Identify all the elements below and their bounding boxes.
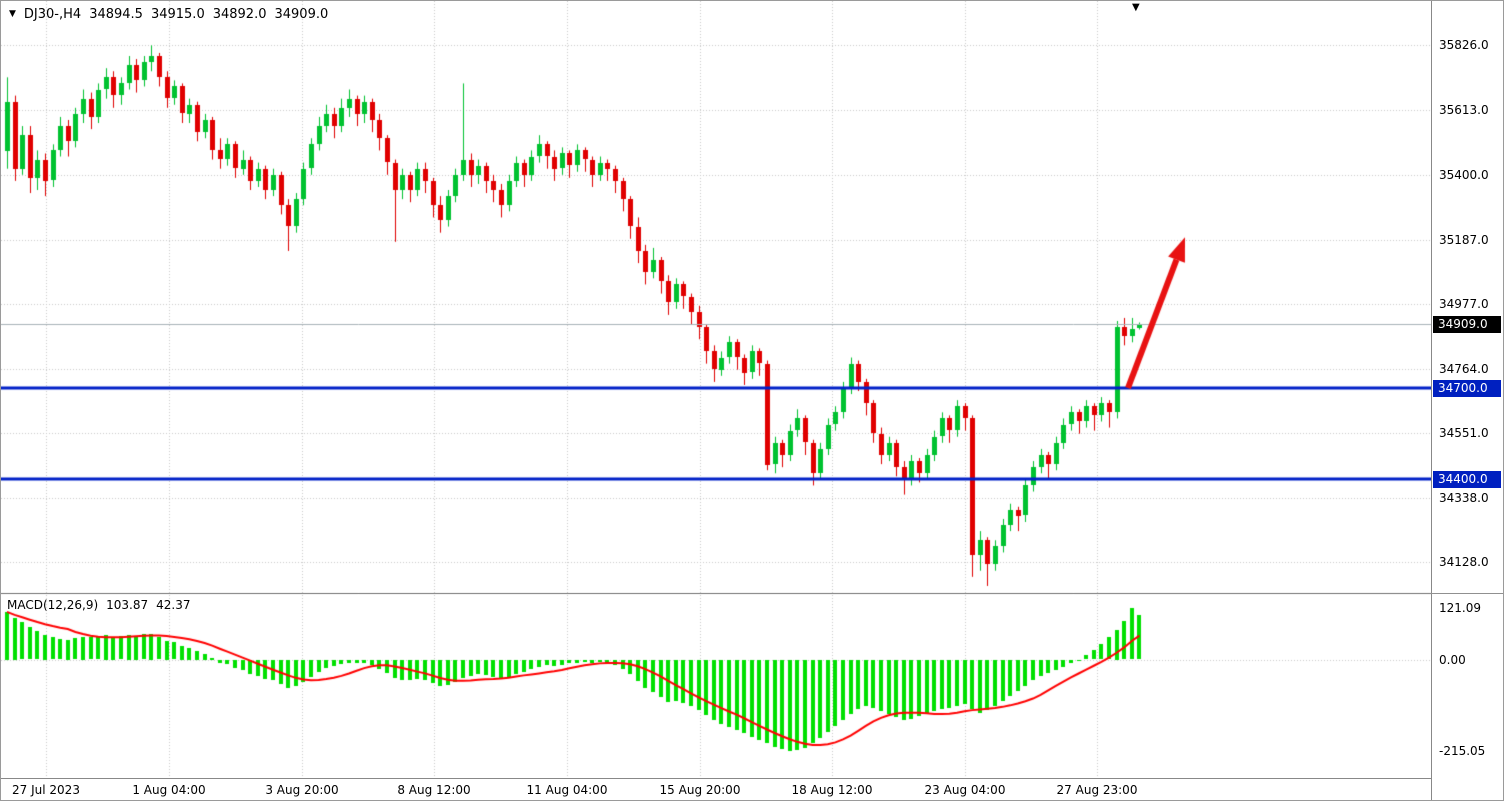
- macd-indicator-label: MACD(12,26,9) 103.87 42.37: [7, 598, 191, 612]
- macd-axis-label: -215.05: [1439, 743, 1486, 758]
- macd-title: MACD(12,26,9): [7, 598, 99, 612]
- price-axis[interactable]: 34909.0 34700.0 34400.0 35826.0 35613.0 35…: [1431, 1, 1503, 800]
- time-axis-label: 27 Jul 2023: [12, 783, 80, 797]
- time-axis-label: 1 Aug 04:00: [132, 783, 206, 797]
- macd-axis-label: 0.00: [1439, 652, 1466, 667]
- symbol-ohlc-overlay: ▼ DJ30-,H4 34894.5 34915.0 34892.0 34909…: [9, 7, 328, 22]
- ohlc-close: 34909.0: [274, 7, 329, 22]
- time-axis-label: 18 Aug 12:00: [791, 783, 873, 797]
- price-axis-label: 35400.0: [1439, 167, 1489, 182]
- macd-main-value: 103.87: [106, 598, 149, 612]
- time-axis-label: 3 Aug 20:00: [265, 783, 339, 797]
- macd-axis-label: 121.09: [1439, 600, 1481, 615]
- candlestick-chart-canvas[interactable]: [1, 1, 1431, 778]
- ohlc-high: 34915.0: [150, 7, 205, 22]
- price-axis-label: 35187.0: [1439, 232, 1489, 247]
- price-axis-label: 34338.0: [1439, 491, 1489, 506]
- time-axis-label: 27 Aug 23:00: [1056, 783, 1138, 797]
- price-axis-label: 35613.0: [1439, 102, 1489, 117]
- price-axis-label: 35826.0: [1439, 38, 1489, 53]
- chart-shift-marker-icon[interactable]: ▼: [1132, 2, 1140, 13]
- symbol-name: DJ30-,H4: [23, 7, 82, 22]
- price-axis-label: 34128.0: [1439, 555, 1489, 570]
- macd-signal-value: 42.37: [156, 598, 191, 612]
- price-axis-label: 34551.0: [1439, 426, 1489, 441]
- current-price-badge: 34909.0: [1433, 316, 1501, 334]
- time-axis-label: 23 Aug 04:00: [924, 783, 1006, 797]
- ohlc-low: 34892.0: [212, 7, 267, 22]
- time-axis[interactable]: 27 Jul 2023 1 Aug 04:00 3 Aug 20:00 8 Aug 1…: [1, 778, 1431, 800]
- time-axis-label: 15 Aug 20:00: [659, 783, 741, 797]
- resistance-line-badge: 34700.0: [1433, 379, 1501, 397]
- ohlc-open: 34894.5: [89, 7, 143, 22]
- pane-separator: [1, 593, 1503, 594]
- time-axis-label: 11 Aug 04:00: [526, 783, 608, 797]
- symbol-dropdown-icon[interactable]: ▼: [9, 9, 16, 19]
- time-axis-label: 8 Aug 12:00: [397, 783, 471, 797]
- price-axis-label: 34764.0: [1439, 361, 1489, 376]
- price-axis-label: 34977.0: [1439, 296, 1489, 311]
- support-line-badge: 34400.0: [1433, 471, 1501, 489]
